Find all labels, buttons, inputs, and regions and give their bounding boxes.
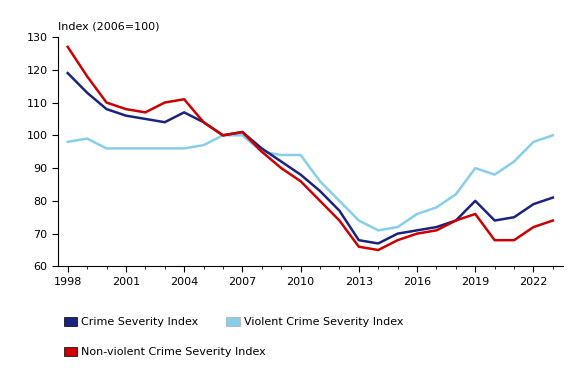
Text: Index (2006=100): Index (2006=100) — [58, 21, 160, 31]
Legend: Non-violent Crime Severity Index: Non-violent Crime Severity Index — [64, 347, 266, 357]
Legend: Crime Severity Index, Violent Crime Severity Index: Crime Severity Index, Violent Crime Seve… — [64, 317, 404, 327]
